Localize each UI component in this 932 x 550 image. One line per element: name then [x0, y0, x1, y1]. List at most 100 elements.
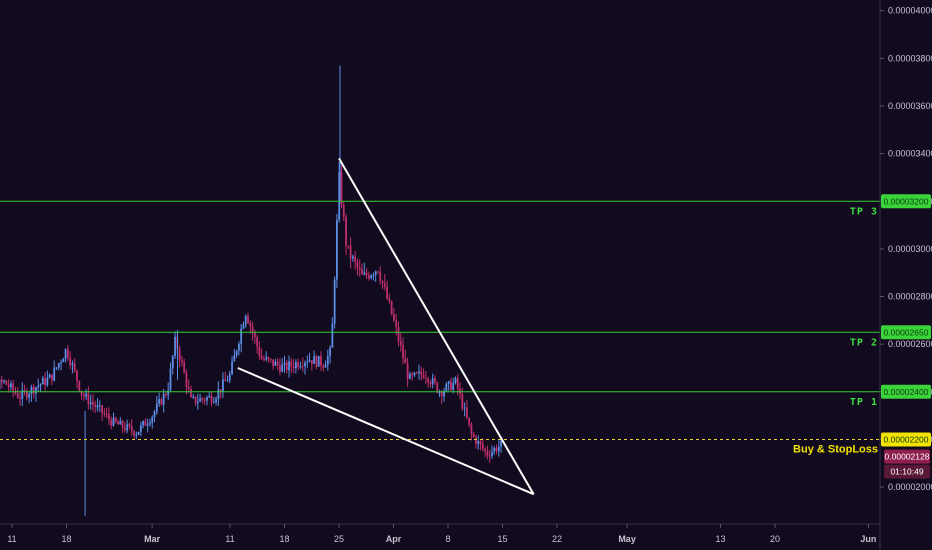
candle [377, 270, 379, 275]
candle [481, 438, 484, 452]
candle-body [167, 390, 170, 395]
candle [215, 396, 217, 406]
candle [365, 268, 368, 280]
candle-body [76, 370, 78, 382]
candle [149, 418, 151, 427]
x-tick-label-8: 15 [497, 534, 507, 544]
candle-body [222, 379, 224, 392]
candle-body [39, 384, 42, 386]
candle-body [71, 363, 74, 366]
candle [137, 431, 140, 436]
candle-body [349, 245, 352, 259]
y-tick-label-7: 0.00002600 [888, 339, 932, 349]
candle [381, 280, 384, 290]
candle-body [28, 393, 31, 398]
candle-body [133, 431, 135, 436]
candle-body [7, 384, 10, 388]
candle [82, 391, 85, 401]
candle [274, 358, 277, 367]
candle-body [336, 220, 338, 280]
candle-body [85, 393, 88, 397]
candle [256, 334, 259, 354]
candle [495, 444, 498, 455]
candle-body [139, 425, 142, 432]
candle [224, 371, 227, 382]
candle [119, 416, 122, 425]
candle-body [153, 411, 156, 418]
candle [491, 445, 493, 460]
candle-body [431, 378, 434, 385]
candle-body [73, 363, 76, 371]
candle [351, 254, 354, 262]
candle [203, 397, 206, 405]
candle-body [237, 343, 240, 351]
price-axis[interactable]: 0.00004000 0.00003800 0.00003600 0.00003400… [880, 6, 932, 492]
x-tick-label-1: 18 [61, 534, 71, 544]
candle-body [60, 362, 62, 364]
candle-body [495, 448, 498, 452]
candle [30, 384, 33, 402]
candle [422, 368, 425, 380]
candle [272, 359, 274, 370]
level-price-tag-text-3: 0.00002200 [884, 434, 929, 444]
candle-body [450, 381, 452, 391]
candle [367, 271, 370, 281]
candle [459, 382, 461, 400]
candle [315, 354, 318, 370]
time-axis[interactable]: 11 18 Mar 11 18 25 Apr 8 15 22 May 13 20 Jun [7, 524, 876, 544]
candle [199, 393, 202, 403]
candle-body [242, 324, 245, 329]
candle-body [370, 275, 373, 279]
candle [51, 374, 53, 385]
candle-body [331, 323, 334, 348]
candle-body [272, 359, 274, 366]
candle [41, 375, 44, 385]
candle-body [267, 357, 270, 359]
candle [128, 422, 131, 429]
candle-body [0, 379, 3, 382]
candle [370, 273, 373, 280]
candle [251, 321, 254, 341]
candle-body [481, 444, 484, 449]
candle-body [208, 395, 211, 398]
candle [233, 348, 236, 362]
wedge-lower-line [237, 367, 535, 496]
candle [12, 379, 15, 398]
candle-body [294, 362, 297, 369]
candle-body [406, 363, 409, 379]
candle [356, 258, 359, 276]
candle-body [105, 414, 108, 416]
x-tick-label-12: 20 [770, 534, 780, 544]
candle-body [445, 383, 448, 392]
candle [153, 409, 156, 423]
candle [114, 416, 117, 424]
candle-body [395, 320, 398, 328]
candle [297, 358, 300, 371]
candle [379, 266, 382, 285]
candle-body [110, 419, 113, 426]
candle-body [356, 261, 359, 268]
candle [479, 440, 482, 451]
candle-body [420, 371, 423, 375]
candle [279, 358, 281, 376]
price-tags: 0.00003200 0.00002650 0.00002400 0.00002200… [881, 194, 931, 479]
candle-body [101, 405, 103, 414]
candle-body [484, 448, 487, 451]
candle-body [78, 381, 81, 391]
candle-body [210, 395, 213, 403]
candle [484, 447, 487, 458]
candle-body [114, 417, 117, 422]
candle [500, 440, 502, 453]
candle-body [226, 380, 229, 382]
candle-body [326, 355, 329, 365]
level-price-tag-1 [881, 325, 931, 340]
candle [139, 421, 142, 437]
candle-body [290, 361, 293, 367]
candle-body [46, 377, 49, 385]
candle [98, 400, 101, 412]
candle [306, 355, 309, 369]
candle [178, 345, 181, 368]
candle-body [265, 357, 268, 360]
candle [317, 355, 320, 367]
